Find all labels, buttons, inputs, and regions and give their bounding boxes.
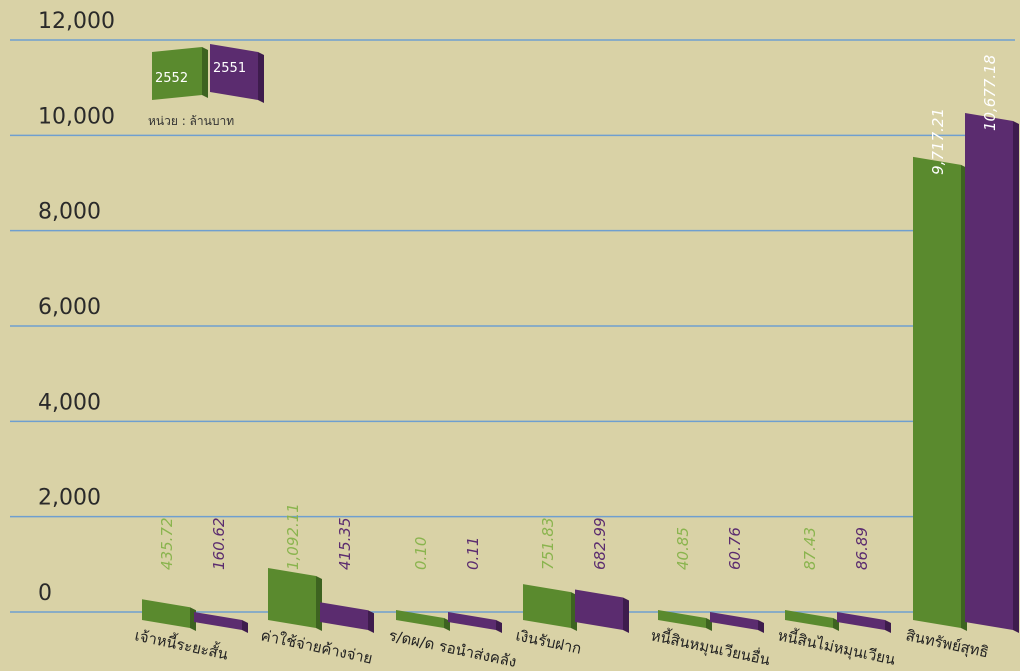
bar-side-2551-1 — [368, 610, 374, 633]
y-tick-label: 12,000 — [38, 9, 115, 34]
value-label-2552-3: 751.83 — [539, 518, 557, 571]
y-tick-label: 2,000 — [38, 486, 101, 511]
y-axis-ticks: 0 2,000 4,000 6,000 8,000 10,000 12,000 — [38, 9, 115, 606]
bar-2552-5 — [785, 610, 833, 628]
y-tick-label: 6,000 — [38, 295, 101, 320]
legend-label-2551: 2551 — [213, 61, 246, 76]
bar-2551-1 — [320, 602, 368, 630]
bar-2552-6 — [913, 156, 961, 628]
legend-swatch-2551-side — [258, 52, 264, 103]
value-label-2552-6: 9,717.21 — [929, 108, 947, 175]
y-tick-label: 8,000 — [38, 200, 101, 225]
bar-2552-2 — [396, 610, 444, 628]
value-label-2551-1: 415.35 — [336, 518, 354, 571]
legend-label-2552: 2552 — [155, 71, 188, 86]
bar-2551-5 — [837, 612, 885, 630]
value-label-2551-0: 160.62 — [210, 518, 228, 571]
bar-2551-3 — [575, 589, 623, 630]
value-labels: 435.72 1,092.11 0.10 751.83 40.85 87.43 9,717.… — [158, 55, 999, 570]
value-label-2552-5: 87.43 — [801, 527, 819, 570]
bar-2552-3 — [523, 584, 571, 628]
bar-side-2551-5 — [885, 620, 891, 633]
legend-swatch-2552-side — [202, 47, 208, 98]
y-tick-label: 4,000 — [38, 390, 101, 415]
value-label-2551-5: 86.89 — [853, 527, 871, 570]
value-label-2551-4: 60.76 — [726, 527, 744, 570]
bar-2552-4 — [658, 610, 706, 628]
bar-side-2551-4 — [758, 620, 764, 633]
legend-swatch-2551 — [210, 44, 258, 100]
bar-2552-0 — [142, 599, 190, 628]
bar-2551-0 — [194, 612, 242, 630]
value-label-2551-3: 682.99 — [591, 518, 609, 571]
bars — [142, 113, 1019, 634]
legend: 2552 2551 หน่วย : ล้านบาท — [148, 44, 264, 128]
bar-side-2551-6 — [1013, 121, 1019, 634]
y-tick-label: 10,000 — [38, 104, 115, 129]
value-label-2552-1: 1,092.11 — [284, 503, 302, 570]
y-tick-label: 0 — [38, 581, 52, 606]
legend-item-2551: 2551 — [210, 44, 264, 103]
value-label-2551-2: 0.11 — [464, 537, 482, 570]
legend-item-2552: 2552 — [152, 47, 208, 100]
legend-swatch-2552 — [152, 47, 202, 100]
bar-side-2551-0 — [242, 620, 248, 633]
bar-2551-6 — [965, 113, 1013, 630]
value-label-2552-2: 0.10 — [412, 537, 430, 570]
bar-side-2551-3 — [623, 597, 629, 633]
value-label-2552-0: 435.72 — [158, 518, 176, 571]
bar-2551-2 — [448, 612, 496, 630]
bar-2552-1 — [268, 567, 316, 628]
value-label-2551-6: 10,677.18 — [981, 55, 999, 131]
bar-2551-4 — [710, 612, 758, 630]
bar-side-2551-2 — [496, 620, 502, 633]
unit-label: หน่วย : ล้านบาท — [148, 114, 234, 128]
value-label-2552-4: 40.85 — [674, 527, 692, 570]
